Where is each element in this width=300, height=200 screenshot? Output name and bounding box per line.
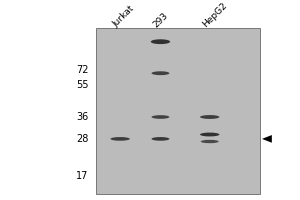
Ellipse shape — [201, 140, 219, 143]
Text: 36: 36 — [76, 112, 89, 122]
Text: 55: 55 — [76, 80, 89, 90]
Polygon shape — [262, 135, 272, 143]
Text: 72: 72 — [76, 65, 89, 75]
Text: HepG2: HepG2 — [200, 1, 229, 29]
Ellipse shape — [110, 137, 130, 141]
Text: 17: 17 — [76, 171, 89, 181]
Ellipse shape — [152, 137, 169, 141]
Ellipse shape — [200, 115, 219, 119]
Ellipse shape — [152, 71, 169, 75]
Text: Jurkat: Jurkat — [111, 4, 136, 29]
Text: 28: 28 — [76, 134, 89, 144]
Ellipse shape — [151, 39, 170, 44]
Ellipse shape — [200, 133, 219, 136]
Bar — [96, 28, 260, 194]
Ellipse shape — [152, 115, 169, 119]
Text: 293: 293 — [151, 11, 169, 29]
